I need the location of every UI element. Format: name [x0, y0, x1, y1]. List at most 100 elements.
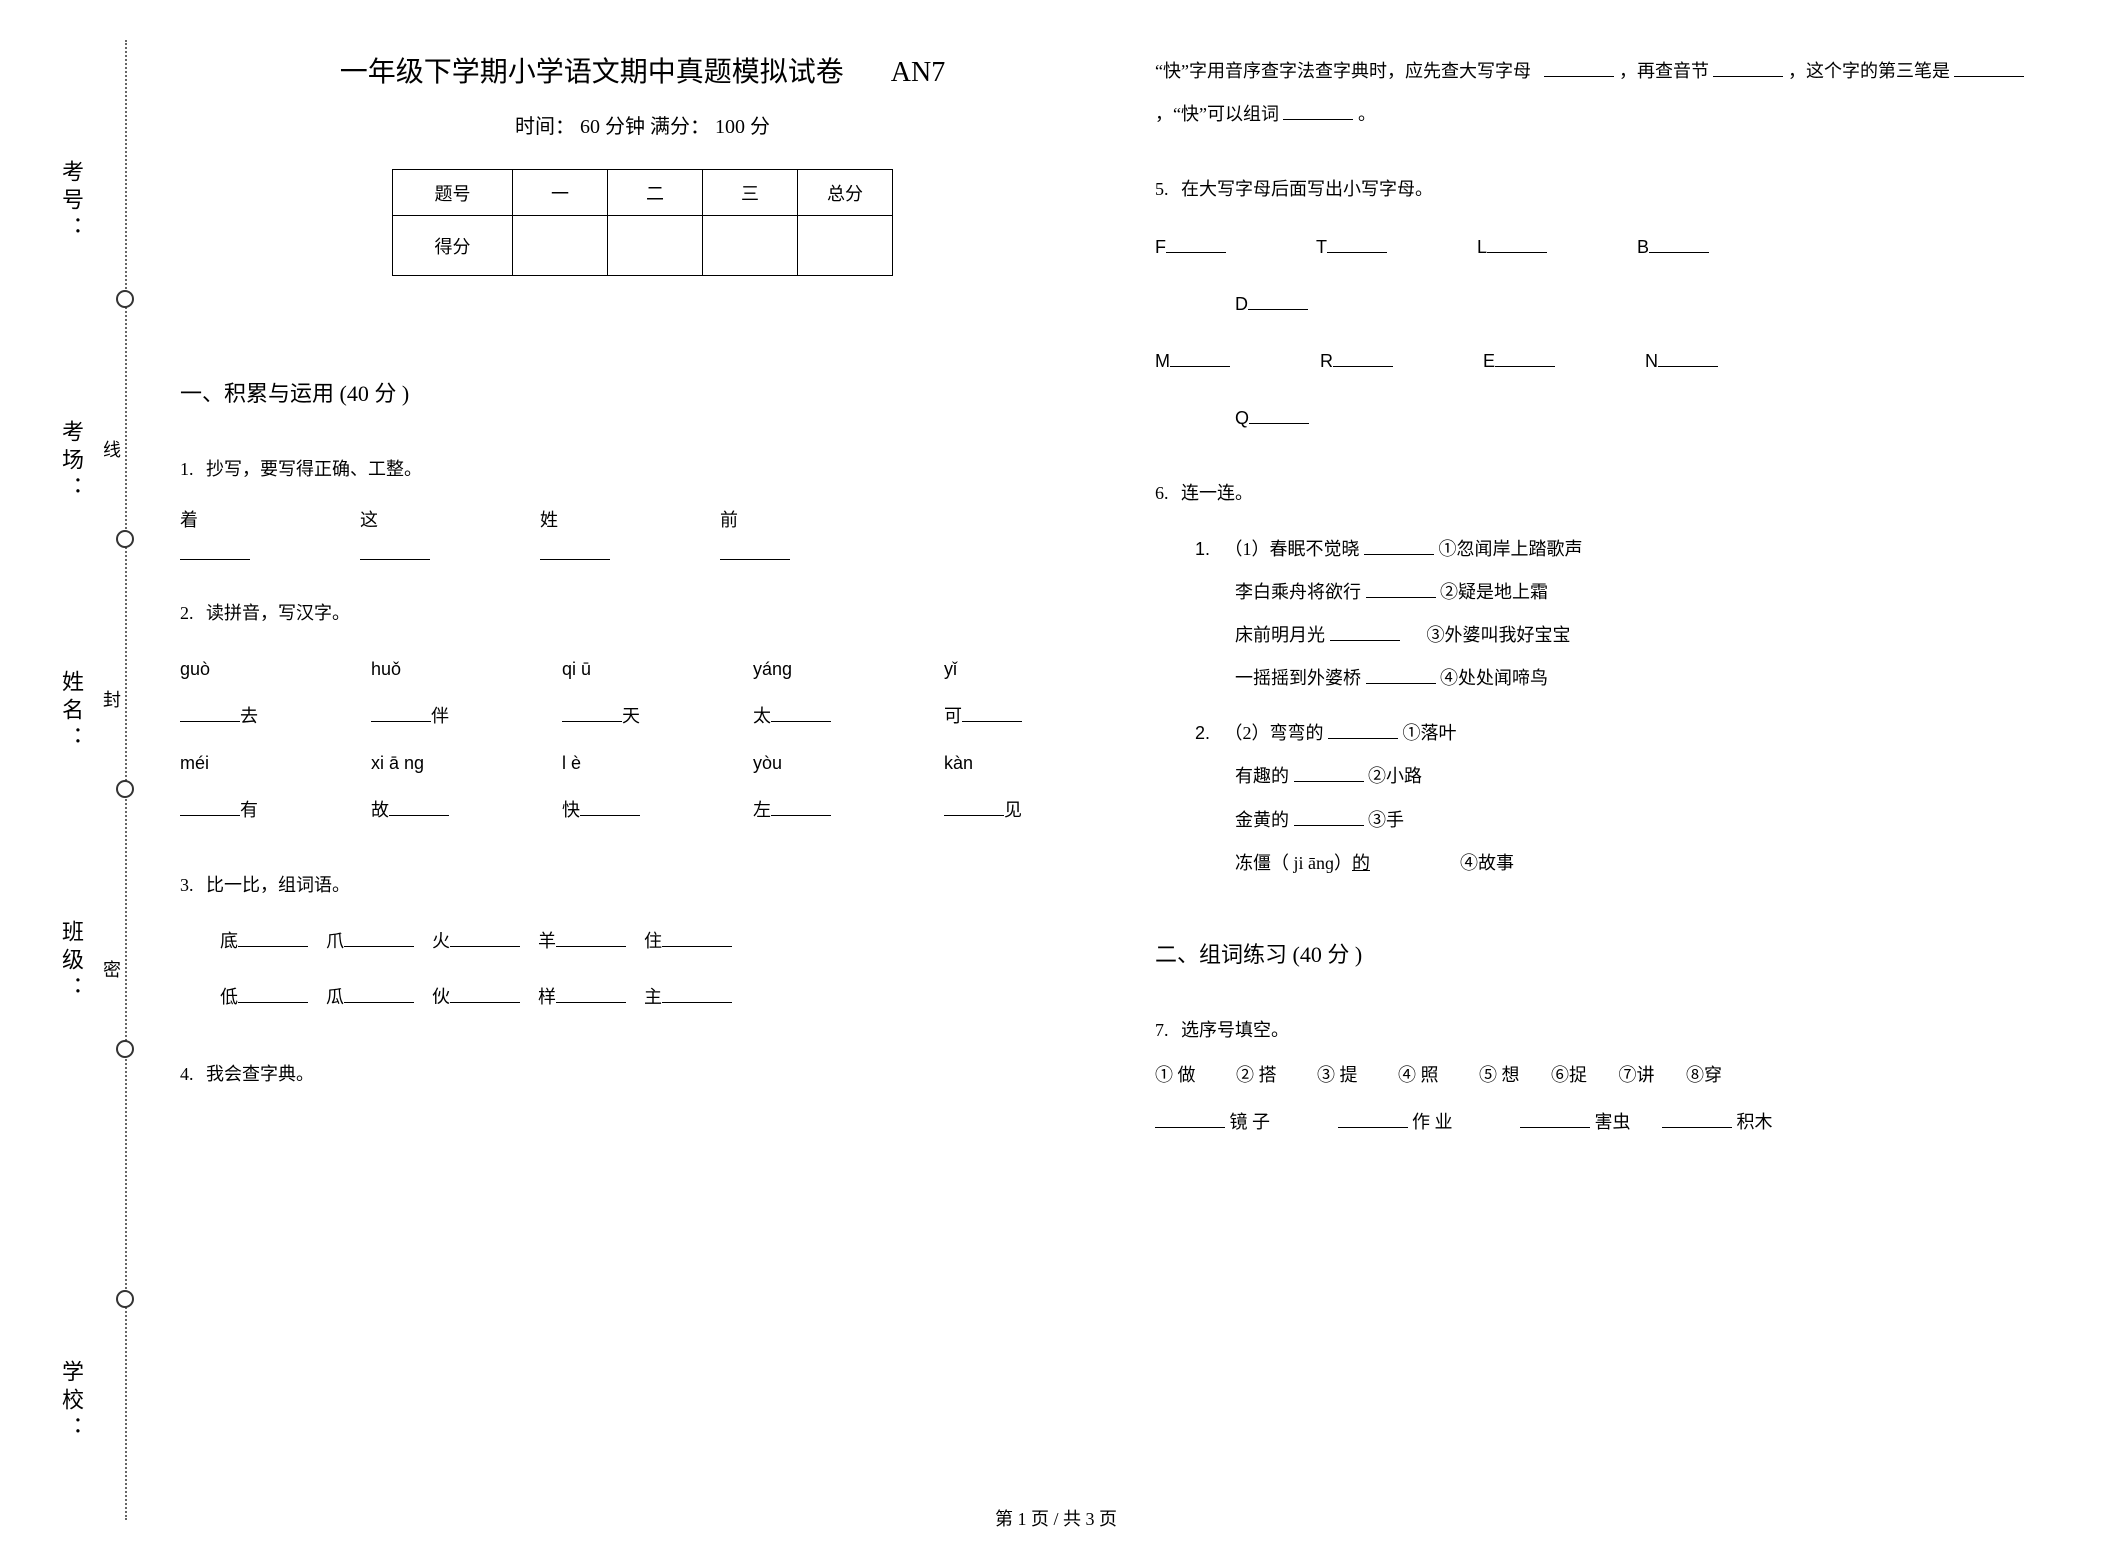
score-header: 题号	[393, 170, 513, 216]
margin-label-school: 学校：	[55, 1360, 87, 1444]
blank[interactable]	[1713, 59, 1783, 77]
blank[interactable]	[1333, 349, 1393, 367]
blank[interactable]	[1954, 59, 2024, 77]
blank[interactable]	[1166, 235, 1226, 253]
score-header: 总分	[798, 170, 893, 216]
match-left: 金黄的	[1235, 810, 1289, 830]
option: ⑤ 想	[1479, 1065, 1520, 1085]
blank[interactable]	[238, 929, 308, 947]
score-cell	[798, 216, 893, 276]
page-title: 一年级下学期小学语文期中真题模拟试卷 AN7	[180, 50, 1105, 90]
blank[interactable]	[1249, 406, 1309, 424]
pinyin-fill: 有	[180, 789, 341, 832]
blank[interactable]	[1330, 623, 1400, 641]
sub-num: 2.	[1195, 723, 1210, 743]
letter: E	[1483, 351, 1495, 371]
pinyin: yòu	[753, 742, 914, 785]
question-2: 2. 读拼音，写汉字。 guò huǒ qi ū yáng yǐ 去 伴 天 太…	[180, 592, 1105, 832]
pinyin: xi ā nɡ	[371, 742, 532, 785]
blank[interactable]	[1544, 59, 1614, 77]
sub-text: （2）弯弯的	[1225, 723, 1324, 743]
letter: N	[1645, 351, 1658, 371]
blank[interactable]	[1338, 1110, 1408, 1128]
blank[interactable]	[720, 542, 790, 560]
blank[interactable]	[1283, 102, 1353, 120]
blank[interactable]	[1495, 349, 1555, 367]
blank[interactable]	[1366, 666, 1436, 684]
blank[interactable]	[180, 798, 240, 816]
option: ⑥捉	[1551, 1065, 1587, 1085]
question-5: 5. 在大写字母后面写出小写字母。 F T L B D M R E N Q	[1155, 168, 2080, 440]
q-text: 抄写，要写得正确、工整。	[206, 459, 422, 479]
sub-opt: ①落叶	[1403, 723, 1457, 743]
score-label: 得分	[393, 216, 513, 276]
match-left: 冻僵（ ji ānɡ）	[1235, 853, 1352, 873]
blank[interactable]	[771, 704, 831, 722]
q-num: 2.	[180, 603, 194, 623]
title-code: AN7	[891, 57, 945, 88]
copy-char: 前	[720, 499, 738, 542]
blank[interactable]	[1170, 349, 1230, 367]
score-cell	[513, 216, 608, 276]
blank[interactable]	[344, 985, 414, 1003]
blank[interactable]	[580, 798, 640, 816]
q4-line: ，“快”可以组词	[1155, 104, 1279, 124]
right-column: “快”字用音序查字法查字典时，应先查大写字母 ，再查音节 ，这个字的第三笔是 ，…	[1155, 50, 2080, 1178]
blank[interactable]	[344, 929, 414, 947]
blank[interactable]	[540, 542, 610, 560]
blank[interactable]	[450, 985, 520, 1003]
q-num: 6.	[1155, 483, 1169, 503]
blank[interactable]	[662, 985, 732, 1003]
blank[interactable]	[556, 929, 626, 947]
blank[interactable]	[1328, 721, 1398, 739]
blank[interactable]	[1294, 808, 1364, 826]
blank[interactable]	[1487, 235, 1547, 253]
question-6: 6. 连一连。 1. （1）春眠不觉晓 ①忽闻岸上踏歌声 李白乘舟将欲行 ②疑是…	[1155, 472, 2080, 885]
blank[interactable]	[962, 704, 1022, 722]
q-num: 3.	[180, 875, 194, 895]
blank[interactable]	[1294, 764, 1364, 782]
blank[interactable]	[662, 929, 732, 947]
blank[interactable]	[180, 542, 250, 560]
fill-word: 镜 子	[1230, 1112, 1271, 1132]
blank[interactable]	[556, 985, 626, 1003]
blank[interactable]	[1155, 1110, 1225, 1128]
q-text: 连一连。	[1181, 483, 1253, 503]
pinyin-grid: guò huǒ qi ū yáng yǐ 去 伴 天 太 可 méi xi ā …	[180, 648, 1105, 833]
blank[interactable]	[1649, 235, 1709, 253]
blank[interactable]	[944, 798, 1004, 816]
fold-char: 线	[98, 440, 124, 458]
q-num: 4.	[180, 1064, 194, 1084]
match-right: ③手	[1368, 810, 1404, 830]
blank[interactable]	[1520, 1110, 1590, 1128]
blank[interactable]	[238, 985, 308, 1003]
blank[interactable]	[771, 798, 831, 816]
pinyin-fill: 可	[944, 695, 1105, 738]
page-footer: 第 1 页 / 共 3 页	[0, 1505, 2112, 1531]
q-text: 选序号填空。	[1181, 1020, 1289, 1040]
blank[interactable]	[371, 704, 431, 722]
blank[interactable]	[360, 542, 430, 560]
q-text: 比一比，组词语。	[206, 875, 350, 895]
blank[interactable]	[562, 704, 622, 722]
blank[interactable]	[1658, 349, 1718, 367]
compare-char: 主	[644, 987, 662, 1007]
letter: M	[1155, 351, 1170, 371]
letter: B	[1637, 237, 1649, 257]
subtitle: 时间： 60 分钟 满分： 100 分	[180, 110, 1105, 139]
blank[interactable]	[1366, 580, 1436, 598]
blank[interactable]	[1662, 1110, 1732, 1128]
blank[interactable]	[450, 929, 520, 947]
q4-line: “快”字用音序查字法查字典时，应先查大写字母	[1155, 61, 1531, 81]
blank[interactable]	[1248, 292, 1308, 310]
blank[interactable]	[389, 798, 449, 816]
binding-margin: 考号： 考场： 姓名： 班级： 学校： 线 封 密	[0, 0, 150, 1561]
blank[interactable]	[180, 704, 240, 722]
left-column: 一年级下学期小学语文期中真题模拟试卷 AN7 时间： 60 分钟 满分： 100…	[180, 50, 1105, 1178]
compare-char: 住	[644, 931, 662, 951]
blank[interactable]	[1327, 235, 1387, 253]
blank[interactable]	[1364, 537, 1434, 555]
poem-right: ③外婆叫我好宝宝	[1427, 625, 1571, 645]
q-text: 我会查字典。	[206, 1064, 314, 1084]
copy-char: 着	[180, 499, 198, 542]
